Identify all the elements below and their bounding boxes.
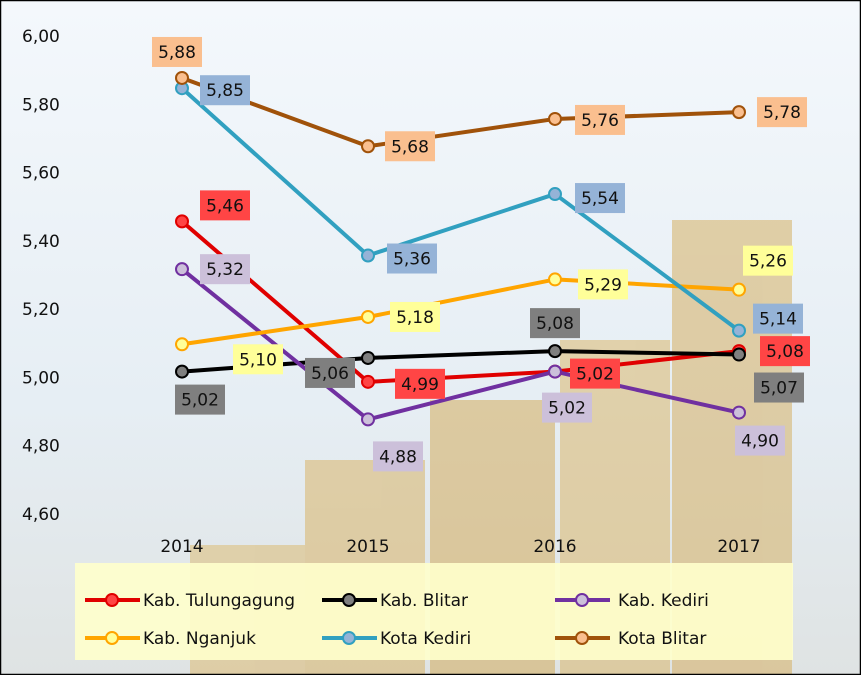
legend-marker xyxy=(342,631,356,645)
y-tick-label: 5,80 xyxy=(22,95,60,115)
data-label-box xyxy=(373,441,423,472)
data-label-box xyxy=(570,358,620,389)
y-tick-label: 5,20 xyxy=(22,300,60,320)
data-label-box xyxy=(757,97,807,128)
data-label: 5,14 xyxy=(759,310,797,330)
data-label-box xyxy=(385,131,435,162)
data-label-box xyxy=(760,336,810,367)
data-label-box xyxy=(390,301,440,332)
data-label: 5,32 xyxy=(206,260,244,280)
data-label: 5,08 xyxy=(766,342,804,362)
data-label-box xyxy=(200,190,250,221)
data-label: 5,08 xyxy=(536,314,574,334)
data-point xyxy=(732,405,746,420)
data-point xyxy=(361,309,375,324)
series-line xyxy=(180,86,741,333)
legend-label: Kab. Tulungagung xyxy=(143,591,295,611)
data-label-box xyxy=(175,384,225,415)
legend-marker xyxy=(575,593,589,607)
legend-label: Kota Kediri xyxy=(380,629,471,649)
legend-label: Kota Blitar xyxy=(618,629,706,649)
data-label-box xyxy=(530,308,580,339)
data-label: 5,02 xyxy=(548,399,586,419)
legend-marker xyxy=(575,631,589,645)
data-label: 5,02 xyxy=(181,391,219,411)
y-tick-label: 5,00 xyxy=(22,368,60,388)
data-point xyxy=(361,248,375,263)
data-label-box xyxy=(542,392,592,423)
data-label-box xyxy=(753,303,803,334)
data-label: 4,88 xyxy=(379,447,417,467)
legend-label: Kab. Kediri xyxy=(618,591,709,611)
data-label-box xyxy=(200,254,250,285)
data-label-box xyxy=(200,75,250,106)
legend-marker xyxy=(342,593,356,607)
data-label: 5,02 xyxy=(576,365,614,385)
data-label-box xyxy=(575,104,625,135)
data-label-box xyxy=(395,368,445,399)
legend-marker xyxy=(105,631,119,645)
legend-marker xyxy=(105,593,119,607)
data-label-box xyxy=(152,36,202,67)
x-tick-label: 2015 xyxy=(346,537,389,557)
data-label: 5,36 xyxy=(393,250,431,270)
data-point xyxy=(548,272,562,287)
legend-label: Kab. Blitar xyxy=(380,591,468,611)
data-point xyxy=(361,412,375,427)
data-label-box xyxy=(735,425,785,456)
data-point xyxy=(548,364,562,379)
data-label: 5,85 xyxy=(206,81,244,101)
data-label: 5,18 xyxy=(396,308,434,328)
data-label-box xyxy=(578,269,628,300)
data-point xyxy=(548,344,562,359)
y-tick-label: 4,80 xyxy=(22,437,60,457)
data-point xyxy=(175,262,189,277)
data-point xyxy=(175,214,189,229)
y-tick-label: 4,60 xyxy=(22,505,60,525)
data-label: 5,78 xyxy=(763,103,801,123)
data-point xyxy=(548,111,562,126)
legend-label: Kab. Nganjuk xyxy=(143,629,256,649)
data-point xyxy=(175,364,189,379)
series-line xyxy=(180,219,740,384)
data-point xyxy=(175,337,189,352)
data-point xyxy=(361,350,375,365)
data-label: 5,26 xyxy=(749,252,787,272)
data-label-box xyxy=(233,344,283,375)
data-label: 5,07 xyxy=(760,379,798,399)
data-label-box xyxy=(305,357,355,388)
data-point xyxy=(732,323,746,338)
data-label: 4,99 xyxy=(401,375,439,395)
data-label-box xyxy=(575,183,625,214)
x-tick-label: 2016 xyxy=(533,537,576,557)
data-label: 5,54 xyxy=(581,189,619,209)
y-tick-label: 5,40 xyxy=(22,232,60,252)
data-label: 5,10 xyxy=(239,350,277,370)
data-label-box xyxy=(387,243,437,274)
data-label: 5,29 xyxy=(584,275,622,295)
data-label: 5,68 xyxy=(391,137,429,157)
x-tick-label: 2017 xyxy=(717,537,760,557)
data-point xyxy=(732,282,746,297)
data-label: 5,88 xyxy=(158,43,196,63)
data-point xyxy=(732,105,746,120)
data-point xyxy=(361,139,375,154)
data-label: 5,76 xyxy=(581,111,619,131)
data-point xyxy=(175,70,189,85)
series-line xyxy=(181,76,740,149)
data-label: 5,06 xyxy=(311,364,349,384)
legend-box xyxy=(75,563,793,660)
series-line xyxy=(181,277,740,347)
data-label-box xyxy=(754,372,804,403)
x-tick-label: 2014 xyxy=(160,537,203,557)
data-point xyxy=(732,347,746,362)
data-point xyxy=(361,374,375,389)
y-tick-label: 6,00 xyxy=(22,27,60,47)
data-label: 4,90 xyxy=(741,432,779,452)
data-label-box xyxy=(743,245,793,276)
data-label: 5,46 xyxy=(206,196,244,216)
data-point xyxy=(548,187,562,202)
y-tick-label: 5,60 xyxy=(22,164,60,184)
